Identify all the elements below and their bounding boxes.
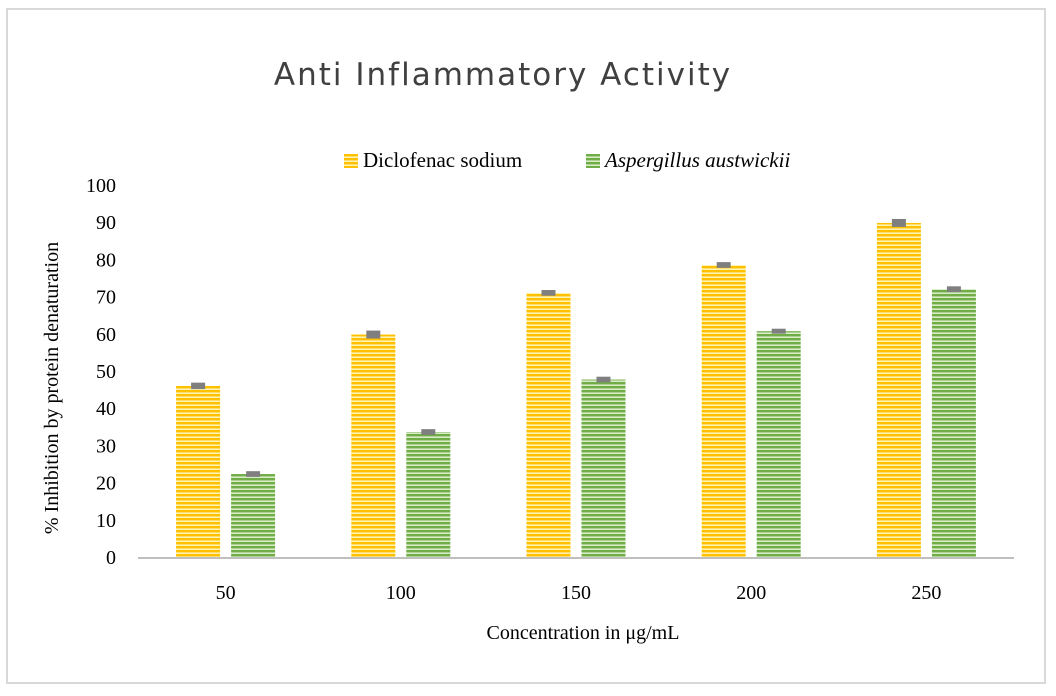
chart-frame: Anti Inflammatory Activity Diclofenac so… — [6, 8, 1046, 684]
bar-diclofenac-200 — [701, 264, 746, 557]
y-tick-label: 50 — [96, 361, 116, 383]
bar-diclofenac-100 — [351, 334, 396, 557]
error-bar-cap — [891, 218, 906, 227]
x-tick-label: 50 — [216, 582, 236, 604]
error-bar-cap — [366, 330, 381, 339]
y-tick-label: 0 — [106, 547, 116, 569]
error-bars — [191, 218, 961, 477]
error-bar-cap — [191, 382, 206, 390]
error-bar — [891, 218, 906, 227]
y-axis-label: % Inhibition by protein denaturation — [41, 242, 63, 534]
error-bar — [771, 328, 786, 334]
error-bar-cap — [421, 429, 436, 435]
x-tick-label: 200 — [736, 582, 766, 604]
chart-title: Anti Inflammatory Activity — [274, 57, 732, 93]
y-tick-label: 70 — [96, 287, 116, 309]
bar-diclofenac-50 — [176, 385, 221, 557]
y-tick-label: 60 — [96, 324, 116, 346]
x-tick-label: 150 — [561, 582, 591, 604]
legend: Diclofenac sodium Aspergillus austwickii — [344, 148, 790, 172]
error-bar — [716, 262, 731, 268]
error-bar — [191, 382, 206, 390]
bar-aspergillus-150 — [581, 379, 626, 557]
error-bar-cap — [946, 286, 961, 293]
error-bar — [421, 429, 436, 435]
y-tick-label: 10 — [96, 510, 116, 532]
error-bar — [596, 376, 611, 383]
y-tick-label: 20 — [96, 473, 116, 495]
bar-diclofenac-150 — [526, 292, 571, 557]
error-bar-cap — [541, 290, 556, 296]
y-tick-label: 100 — [86, 175, 116, 197]
error-bar — [366, 330, 381, 339]
y-tick-label: 40 — [96, 398, 116, 420]
x-tick-labels: 50 100 150 200 250 — [216, 582, 942, 604]
error-bar-cap — [246, 471, 261, 477]
bar-aspergillus-50 — [231, 474, 276, 557]
legend-swatch-diclofenac — [344, 154, 358, 168]
error-bar-cap — [716, 262, 731, 268]
legend-label-aspergillus: Aspergillus austwickii — [603, 148, 790, 172]
y-tick-labels: 0 10 20 30 40 50 60 70 80 90 100 — [86, 175, 116, 569]
x-tick-label: 250 — [911, 582, 941, 604]
x-axis-label: Concentration in μg/mL — [487, 622, 680, 644]
x-tick-label: 100 — [386, 582, 416, 604]
bars — [176, 222, 976, 557]
error-bar-cap — [771, 328, 786, 334]
bar-chart: Anti Inflammatory Activity Diclofenac so… — [41, 57, 1014, 644]
error-bar-cap — [596, 376, 611, 383]
legend-label-diclofenac: Diclofenac sodium — [363, 148, 522, 172]
y-tick-label: 30 — [96, 435, 116, 457]
error-bar — [946, 286, 961, 293]
error-bar — [541, 290, 556, 296]
error-bar — [246, 471, 261, 477]
bar-diclofenac-250 — [876, 222, 921, 557]
y-tick-label: 80 — [96, 249, 116, 271]
bar-aspergillus-100 — [406, 432, 451, 557]
bar-aspergillus-250 — [931, 289, 976, 557]
y-tick-label: 90 — [96, 212, 116, 234]
legend-swatch-aspergillus — [586, 154, 600, 168]
bar-aspergillus-200 — [756, 331, 801, 557]
